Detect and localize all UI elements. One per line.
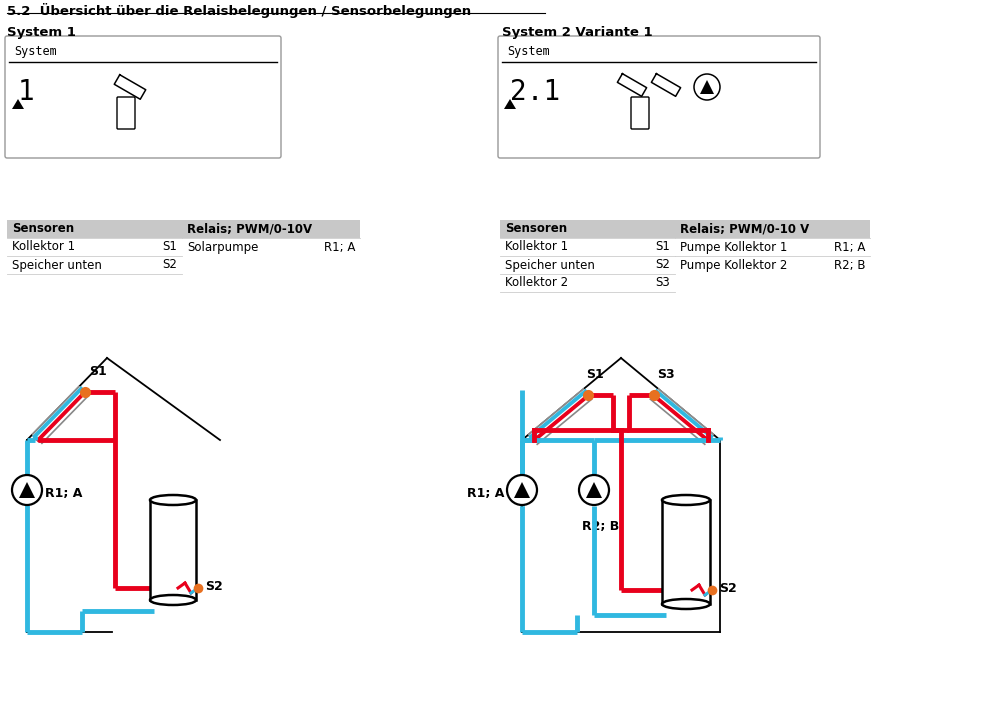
Text: S2: S2	[162, 258, 177, 271]
Circle shape	[694, 74, 720, 100]
FancyBboxPatch shape	[498, 36, 820, 158]
Circle shape	[507, 475, 537, 505]
Text: 5.2  Übersicht über die Relaisbelegungen / Sensorbelegungen: 5.2 Übersicht über die Relaisbelegungen …	[7, 3, 471, 18]
Text: S2: S2	[719, 582, 737, 595]
Bar	[662, 500, 710, 604]
Polygon shape	[504, 99, 516, 109]
Text: S1: S1	[587, 368, 605, 381]
FancyBboxPatch shape	[117, 97, 135, 129]
Polygon shape	[529, 389, 592, 444]
Bar	[182, 220, 360, 238]
Text: Speicher unten: Speicher unten	[505, 258, 595, 271]
Text: S1: S1	[655, 241, 670, 253]
Text: S3: S3	[658, 368, 675, 381]
Text: R1; A: R1; A	[834, 241, 865, 253]
Text: Relais; PWM/0-10 V: Relais; PWM/0-10 V	[680, 223, 809, 236]
Bar	[7, 220, 182, 238]
Ellipse shape	[150, 595, 196, 605]
Text: S2: S2	[205, 580, 222, 593]
Text: Solarpumpe: Solarpumpe	[187, 241, 259, 253]
Bar	[150, 500, 196, 600]
Text: Pumpe Kollektor 2: Pumpe Kollektor 2	[680, 258, 787, 271]
Text: R1; A: R1; A	[324, 241, 355, 253]
Polygon shape	[19, 482, 35, 498]
Text: Kollektor 1: Kollektor 1	[505, 241, 568, 253]
Text: R1; A: R1; A	[467, 488, 505, 501]
Text: Sensoren: Sensoren	[12, 223, 74, 236]
Polygon shape	[650, 389, 713, 444]
Text: S1: S1	[162, 241, 177, 253]
Text: System: System	[507, 45, 549, 58]
Text: Speicher unten: Speicher unten	[12, 258, 102, 271]
Ellipse shape	[662, 495, 710, 505]
Text: System 1: System 1	[7, 26, 76, 39]
Text: Pumpe Kollektor 1: Pumpe Kollektor 1	[680, 241, 787, 253]
Text: Sensoren: Sensoren	[505, 223, 567, 236]
Text: Kollektor 1: Kollektor 1	[12, 241, 75, 253]
Circle shape	[579, 475, 609, 505]
Text: Kollektor 2: Kollektor 2	[505, 276, 568, 289]
FancyBboxPatch shape	[631, 97, 649, 129]
Polygon shape	[514, 482, 530, 498]
Text: S1: S1	[89, 366, 107, 378]
Text: Relais; PWM/0-10V: Relais; PWM/0-10V	[187, 223, 312, 236]
Text: 2.1: 2.1	[510, 78, 560, 106]
Polygon shape	[586, 482, 602, 498]
Bar	[500, 220, 675, 238]
Bar	[675, 220, 870, 238]
Polygon shape	[33, 387, 88, 443]
Text: R1; A: R1; A	[45, 488, 82, 501]
Text: S3: S3	[655, 276, 670, 289]
FancyBboxPatch shape	[5, 36, 281, 158]
Text: R2; B: R2; B	[582, 520, 619, 533]
Ellipse shape	[662, 599, 710, 609]
Circle shape	[12, 475, 42, 505]
Text: 1: 1	[18, 78, 35, 106]
Text: R2; B: R2; B	[834, 258, 865, 271]
Text: System 2 Variante 1: System 2 Variante 1	[502, 26, 653, 39]
Ellipse shape	[150, 495, 196, 505]
Text: System: System	[14, 45, 56, 58]
Polygon shape	[12, 99, 24, 109]
Polygon shape	[700, 80, 714, 94]
Text: S2: S2	[655, 258, 670, 271]
